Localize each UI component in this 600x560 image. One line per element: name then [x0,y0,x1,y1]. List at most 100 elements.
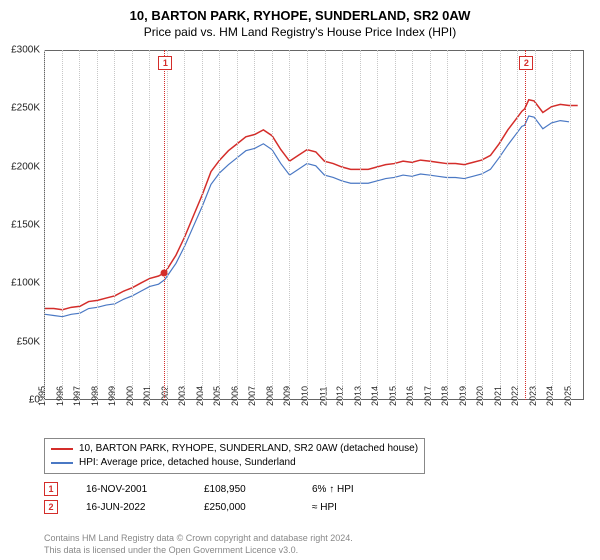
gridline [360,50,361,400]
x-tick-label: 1998 [90,386,100,406]
gridline [149,50,150,400]
marker-line [525,50,526,400]
marker-badge: 2 [519,56,533,70]
gridline [114,50,115,400]
y-tick-label: £100K [6,278,40,289]
gridline [307,50,308,400]
x-tick-label: 2017 [423,386,433,406]
gridline [535,50,536,400]
x-tick-label: 2010 [300,386,310,406]
x-tick-label: 2003 [177,386,187,406]
transaction-date: 16-NOV-2001 [86,484,176,495]
y-tick-label: £300K [6,45,40,56]
x-tick-label: 1997 [72,386,82,406]
legend-item: 10, BARTON PARK, RYHOPE, SUNDERLAND, SR2… [51,442,418,456]
x-tick-label: 2014 [370,386,380,406]
x-tick-label: 2020 [475,386,485,406]
gridline [167,50,168,400]
x-tick-label: 2022 [510,386,520,406]
x-tick-label: 2013 [353,386,363,406]
gridline [377,50,378,400]
x-tick-label: 1995 [37,386,47,406]
transaction-row: 1 16-NOV-2001 £108,950 6% ↑ HPI [44,480,584,498]
gridline [482,50,483,400]
gridline [412,50,413,400]
x-tick-label: 2011 [318,387,328,406]
x-tick-label: 2001 [142,386,152,406]
series-price_paid [45,100,578,310]
gridline [254,50,255,400]
x-tick-label: 2024 [545,386,555,406]
gridline [289,50,290,400]
gridline [570,50,571,400]
transaction-rel: ≈ HPI [312,502,337,513]
gridline [184,50,185,400]
x-tick-label: 2012 [335,386,345,406]
gridline [517,50,518,400]
y-tick-label: £200K [6,161,40,172]
gridline [500,50,501,400]
marker-dot [161,269,168,276]
gridline [219,50,220,400]
transactions-table: 1 16-NOV-2001 £108,950 6% ↑ HPI 2 16-JUN-2022… [44,480,584,516]
x-tick-label: 2008 [265,386,275,406]
x-tick-label: 2016 [405,386,415,406]
x-tick-label: 2018 [440,386,450,406]
marker-line [164,50,165,400]
y-tick-label: £150K [6,220,40,231]
footer-line2: This data is licensed under the Open Gov… [44,544,584,556]
x-tick-label: 2019 [458,386,468,406]
gridline [395,50,396,400]
transaction-rel: 6% ↑ HPI [312,484,354,495]
x-tick-label: 2000 [125,386,135,406]
gridline [202,50,203,400]
x-tick-label: 2015 [388,386,398,406]
gridline [44,50,45,400]
legend: 10, BARTON PARK, RYHOPE, SUNDERLAND, SR2… [44,438,584,474]
legend-label: 10, BARTON PARK, RYHOPE, SUNDERLAND, SR2… [79,442,418,456]
footer-line1: Contains HM Land Registry data © Crown c… [44,532,584,544]
gridline [342,50,343,400]
page-title: 10, BARTON PARK, RYHOPE, SUNDERLAND, SR2… [0,0,600,23]
marker-badge: 1 [158,56,172,70]
chart-container: 10, BARTON PARK, RYHOPE, SUNDERLAND, SR2… [0,0,600,560]
gridline [272,50,273,400]
x-tick-label: 2021 [493,386,503,406]
gridline [465,50,466,400]
gridline [79,50,80,400]
gridline [325,50,326,400]
transaction-price: £250,000 [204,502,284,513]
x-tick-label: 2005 [212,386,222,406]
legend-swatch [51,448,73,450]
gridline [430,50,431,400]
x-tick-label: 2025 [563,386,573,406]
x-tick-label: 2006 [230,386,240,406]
x-tick-label: 2009 [282,386,292,406]
footer: Contains HM Land Registry data © Crown c… [44,532,584,556]
chart-area [44,50,584,400]
page-subtitle: Price paid vs. HM Land Registry's House … [0,23,600,43]
x-tick-label: 2004 [195,386,205,406]
x-tick-label: 1996 [55,386,65,406]
transaction-price: £108,950 [204,484,284,495]
transaction-badge: 2 [44,500,58,514]
gridline [132,50,133,400]
transaction-row: 2 16-JUN-2022 £250,000 ≈ HPI [44,498,584,516]
legend-label: HPI: Average price, detached house, Sund… [79,456,296,470]
gridline [447,50,448,400]
y-tick-label: £250K [6,103,40,114]
legend-swatch [51,462,73,464]
plot-svg [45,51,583,399]
legend-item: HPI: Average price, detached house, Sund… [51,456,418,470]
x-tick-label: 1999 [107,386,117,406]
x-tick-label: 2007 [247,386,257,406]
transaction-badge: 1 [44,482,58,496]
y-tick-label: £0 [6,395,40,406]
x-tick-label: 2023 [528,386,538,406]
gridline [237,50,238,400]
gridline [552,50,553,400]
gridline [97,50,98,400]
transaction-date: 16-JUN-2022 [86,502,176,513]
gridline [62,50,63,400]
y-tick-label: £50K [6,336,40,347]
